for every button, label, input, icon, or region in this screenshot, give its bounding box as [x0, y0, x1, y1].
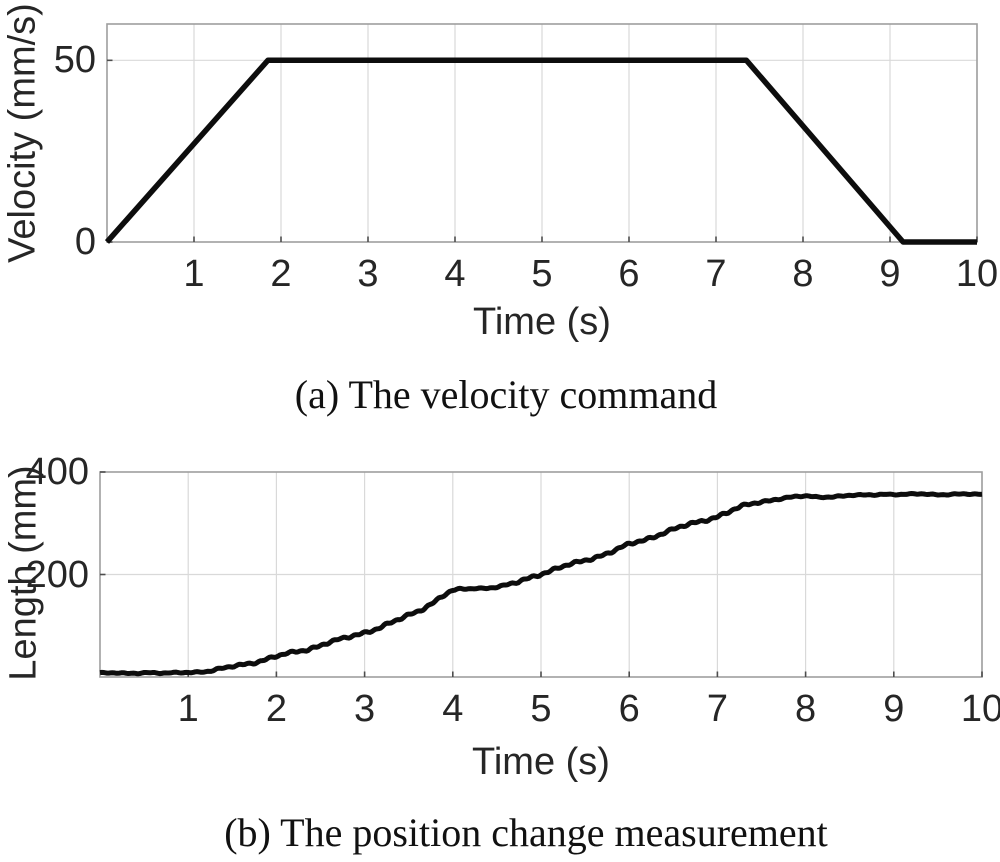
velocity-x-tick-label: 3 [357, 253, 379, 295]
velocity-x-axis-label: Time (s) [473, 301, 611, 343]
position-x-axis-label: Time (s) [472, 741, 610, 783]
velocity-x-tick-label: 4 [444, 253, 466, 295]
velocity-x-tick-label: 10 [955, 253, 999, 295]
position-x-tick-label: 7 [706, 688, 728, 730]
velocity-x-tick-label: 7 [705, 253, 727, 295]
velocity-chart-caption: (a) The velocity command [294, 372, 718, 417]
velocity-y-tick-label: 50 [53, 39, 96, 82]
position-x-tick-label: 4 [442, 688, 464, 730]
position-x-tick-label: 5 [530, 688, 552, 730]
velocity-x-tick-label: 1 [183, 253, 205, 295]
position-x-tick-label: 6 [618, 688, 640, 730]
velocity-y-axis-label: Velocity (mm/s) [1, 3, 44, 263]
position-x-tick-label: 2 [265, 688, 287, 730]
velocity-x-tick-label: 2 [270, 253, 292, 295]
position-x-tick-label: 1 [177, 688, 199, 730]
velocity-x-tick-label: 6 [618, 253, 640, 295]
velocity-x-tick-label: 8 [792, 253, 814, 295]
position-x-tick-label: 3 [354, 688, 376, 730]
position-y-tick-label: 200 [25, 553, 89, 596]
velocity-x-tick-label: 5 [531, 253, 553, 295]
velocity-x-tick-label: 9 [879, 253, 901, 295]
position-x-tick-label: 9 [883, 688, 905, 730]
velocity-y-tick-label: 0 [74, 221, 96, 263]
position-x-tick-label: 10 [960, 688, 1000, 730]
velocity-series-line [104, 57, 977, 245]
position-x-tick-label: 8 [795, 688, 817, 730]
position-y-tick-label: 400 [25, 451, 89, 493]
position-chart-caption: (b) The position change measurement [224, 810, 828, 855]
position-series-line [99, 491, 983, 677]
